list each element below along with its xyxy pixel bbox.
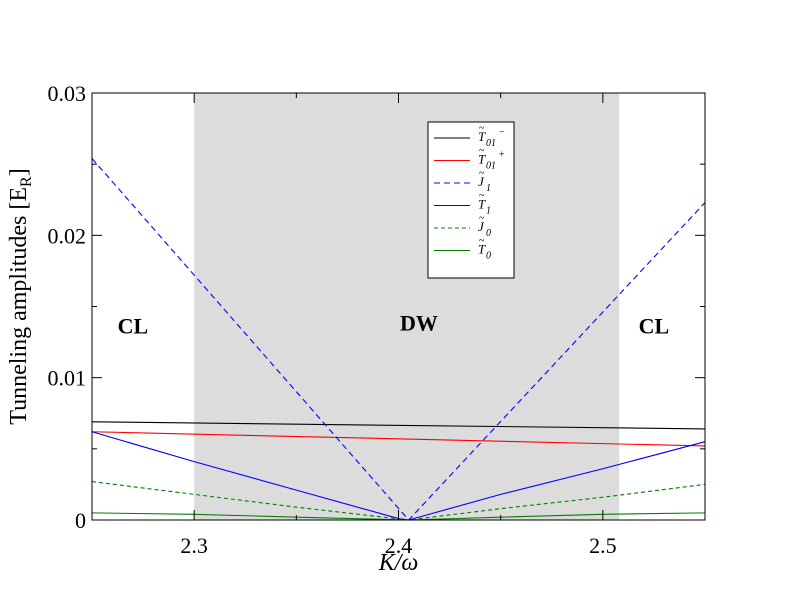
- y-axis-label-sub: R: [18, 176, 35, 187]
- legend-label-T0: T: [478, 242, 486, 257]
- region-label-cl: CL: [118, 314, 149, 339]
- x-tick-label: 2.3: [180, 533, 208, 558]
- region-label-cl: CL: [639, 314, 670, 339]
- legend-sub-T01m: 01: [486, 138, 496, 149]
- legend-tilde: ~: [479, 191, 485, 202]
- legend-tilde: ~: [479, 123, 485, 134]
- y-axis-label: Tunneling amplitudes [ER]: [6, 168, 35, 424]
- legend-tilde: ~: [479, 146, 485, 157]
- region-label-dw: DW: [400, 311, 438, 336]
- legend-label-J1: J: [478, 174, 485, 189]
- legend-tilde: ~: [479, 236, 485, 247]
- region-layer: CL DW CL: [118, 311, 670, 339]
- legend-tilde: ~: [479, 168, 485, 179]
- series-line-T1: [91, 431, 706, 521]
- legend-sub-J1: 1: [486, 183, 491, 194]
- series-line-T01p: [91, 431, 706, 447]
- legend-label-T01p: T: [478, 152, 486, 167]
- legend-sup-T01p: +: [499, 150, 505, 161]
- x-tick-label: 2.5: [589, 533, 617, 558]
- legend-sub-T1: 1: [486, 206, 491, 217]
- series-line-T01m: [91, 421, 706, 430]
- x-axis-label: K/ω: [378, 550, 419, 576]
- legend-sup-T01m: −: [499, 127, 505, 138]
- x-tick-label: 2.4: [385, 533, 413, 558]
- legend-sub-T01p: 01: [486, 161, 496, 172]
- legend-box: [427, 121, 515, 279]
- y-axis-label-close: ]: [6, 168, 32, 176]
- y-tick-label: 0.02: [48, 223, 87, 248]
- legend: T~01−T~01+J~1T~1J~0T~0: [427, 121, 515, 279]
- y-axis-label-main: Tunneling amplitudes [E: [6, 187, 32, 425]
- series-line-J0: [91, 481, 706, 521]
- y-tick-label: 0.01: [48, 366, 87, 391]
- legend-sub-J0: 0: [486, 228, 491, 239]
- legend-label-T01m: T: [478, 129, 486, 144]
- tick-layer: 2.3 2.4 2.5 0 0.01 0.02 0.03: [48, 81, 706, 558]
- legend-label-J0: J: [478, 219, 485, 234]
- y-tick-label: 0: [75, 508, 86, 533]
- legend-label-T1: T: [478, 197, 486, 212]
- shaded-region: [194, 93, 620, 520]
- y-tick-label: 0.03: [48, 81, 87, 106]
- legend-tilde: ~: [479, 213, 485, 224]
- legend-sub-T0: 0: [486, 251, 491, 262]
